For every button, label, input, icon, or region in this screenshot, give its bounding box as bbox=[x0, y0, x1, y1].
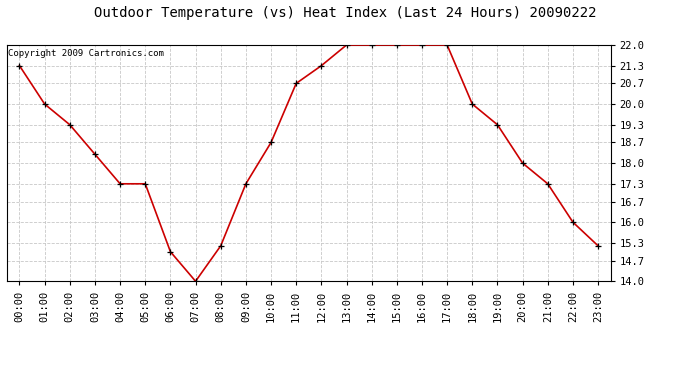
Text: Copyright 2009 Cartronics.com: Copyright 2009 Cartronics.com bbox=[8, 48, 164, 57]
Text: Outdoor Temperature (vs) Heat Index (Last 24 Hours) 20090222: Outdoor Temperature (vs) Heat Index (Las… bbox=[94, 6, 596, 20]
